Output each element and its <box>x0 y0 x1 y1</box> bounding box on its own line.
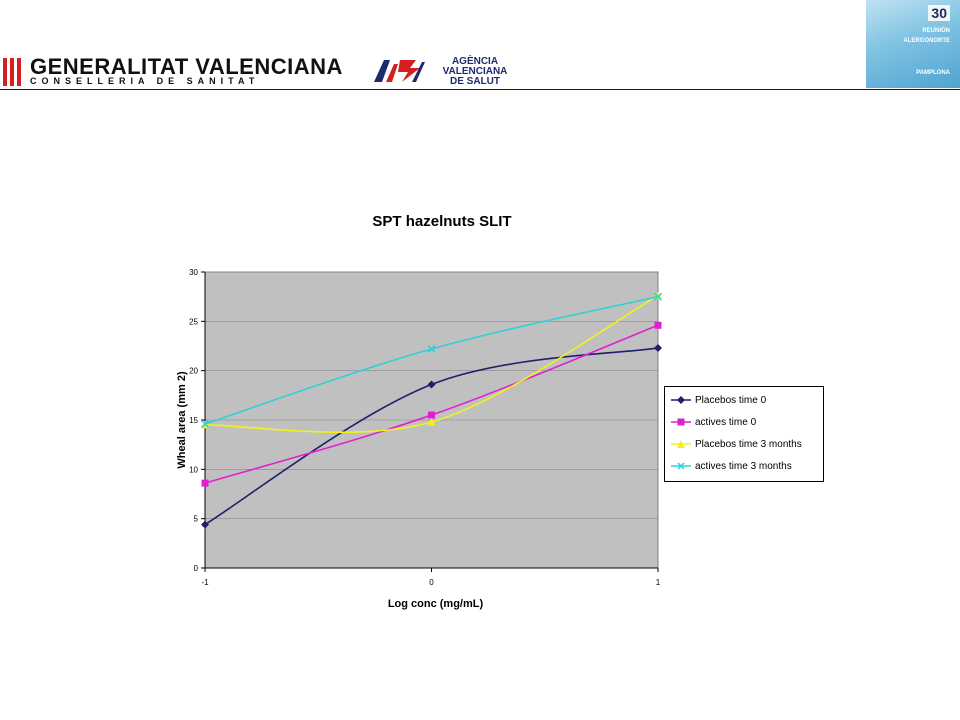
x-tick-label: -1 <box>201 578 209 587</box>
badge-line-3: PAMPLONA <box>916 70 950 76</box>
generalitat-logo-icon <box>2 57 22 87</box>
data-point-actives-3-months <box>200 419 210 428</box>
legend-item-actives-3-months: actives time 3 months <box>671 457 792 475</box>
y-tick-label: 0 <box>194 564 199 573</box>
legend-triangle-icon <box>671 440 691 448</box>
badge-line-1: REUNIÓN <box>922 28 950 34</box>
agencia-line-3: DE SALUT <box>450 76 500 87</box>
data-point-placebos-3-months <box>427 417 436 426</box>
y-tick-label: 5 <box>194 515 199 524</box>
y-tick-label: 30 <box>189 268 198 277</box>
data-point-placebos-time-0 <box>201 520 209 529</box>
x-tick-label: 0 <box>429 578 434 587</box>
data-point-actives-time-0 <box>428 411 435 419</box>
badge-number: 30 <box>928 5 950 21</box>
y-tick-label: 15 <box>189 416 198 425</box>
chart-title: SPT hazelnuts SLIT <box>372 213 512 230</box>
data-point-actives-3-months <box>653 292 663 301</box>
x-axis-label: Log conc (mg/mL) <box>388 598 484 610</box>
legend-square-icon <box>671 418 691 426</box>
y-tick-label: 20 <box>189 367 198 376</box>
legend-item-actives-time-0: actives time 0 <box>671 413 756 431</box>
data-point-placebos-time-0 <box>654 343 662 352</box>
legend-label: actives time 0 <box>695 416 757 428</box>
chart-legend: Placebos time 0 actives time 0 Placebos … <box>664 386 824 482</box>
legend-label: Placebos time 0 <box>695 394 767 406</box>
conselleria-name: CONSELLERIA DE SANITAT <box>30 76 260 86</box>
header-divider <box>0 89 960 90</box>
badge-line-2: ALERGONORTE <box>903 38 950 44</box>
legend-label: actives time 3 months <box>695 460 792 472</box>
legend-x-icon <box>671 462 691 470</box>
data-point-placebos-time-0 <box>427 380 436 389</box>
congress-badge: 30 REUNIÓN ALERGONORTE PAMPLONA <box>866 0 960 88</box>
data-point-actives-time-0 <box>201 479 209 487</box>
agencia-line-2: VALENCIANA <box>442 66 508 77</box>
agencia-line-1: AGÈNCIA <box>451 56 499 67</box>
legend-diamond-icon <box>671 396 691 404</box>
x-tick-label: 1 <box>656 578 661 587</box>
y-axis-label: Wheal area (mm 2) <box>176 371 188 469</box>
legend-item-placebos-3-months: Placebos time 3 months <box>671 435 802 453</box>
agencia-logo-icon <box>374 60 425 82</box>
y-tick-label: 10 <box>189 465 198 474</box>
data-point-actives-time-0 <box>654 321 662 329</box>
generalitat-name: GENERALITAT VALENCIANA <box>30 54 343 79</box>
y-tick-label: 25 <box>189 317 198 326</box>
legend-label: Placebos time 3 months <box>695 438 802 450</box>
data-point-actives-3-months <box>427 344 436 353</box>
legend-item-placebos-time-0: Placebos time 0 <box>671 391 766 409</box>
